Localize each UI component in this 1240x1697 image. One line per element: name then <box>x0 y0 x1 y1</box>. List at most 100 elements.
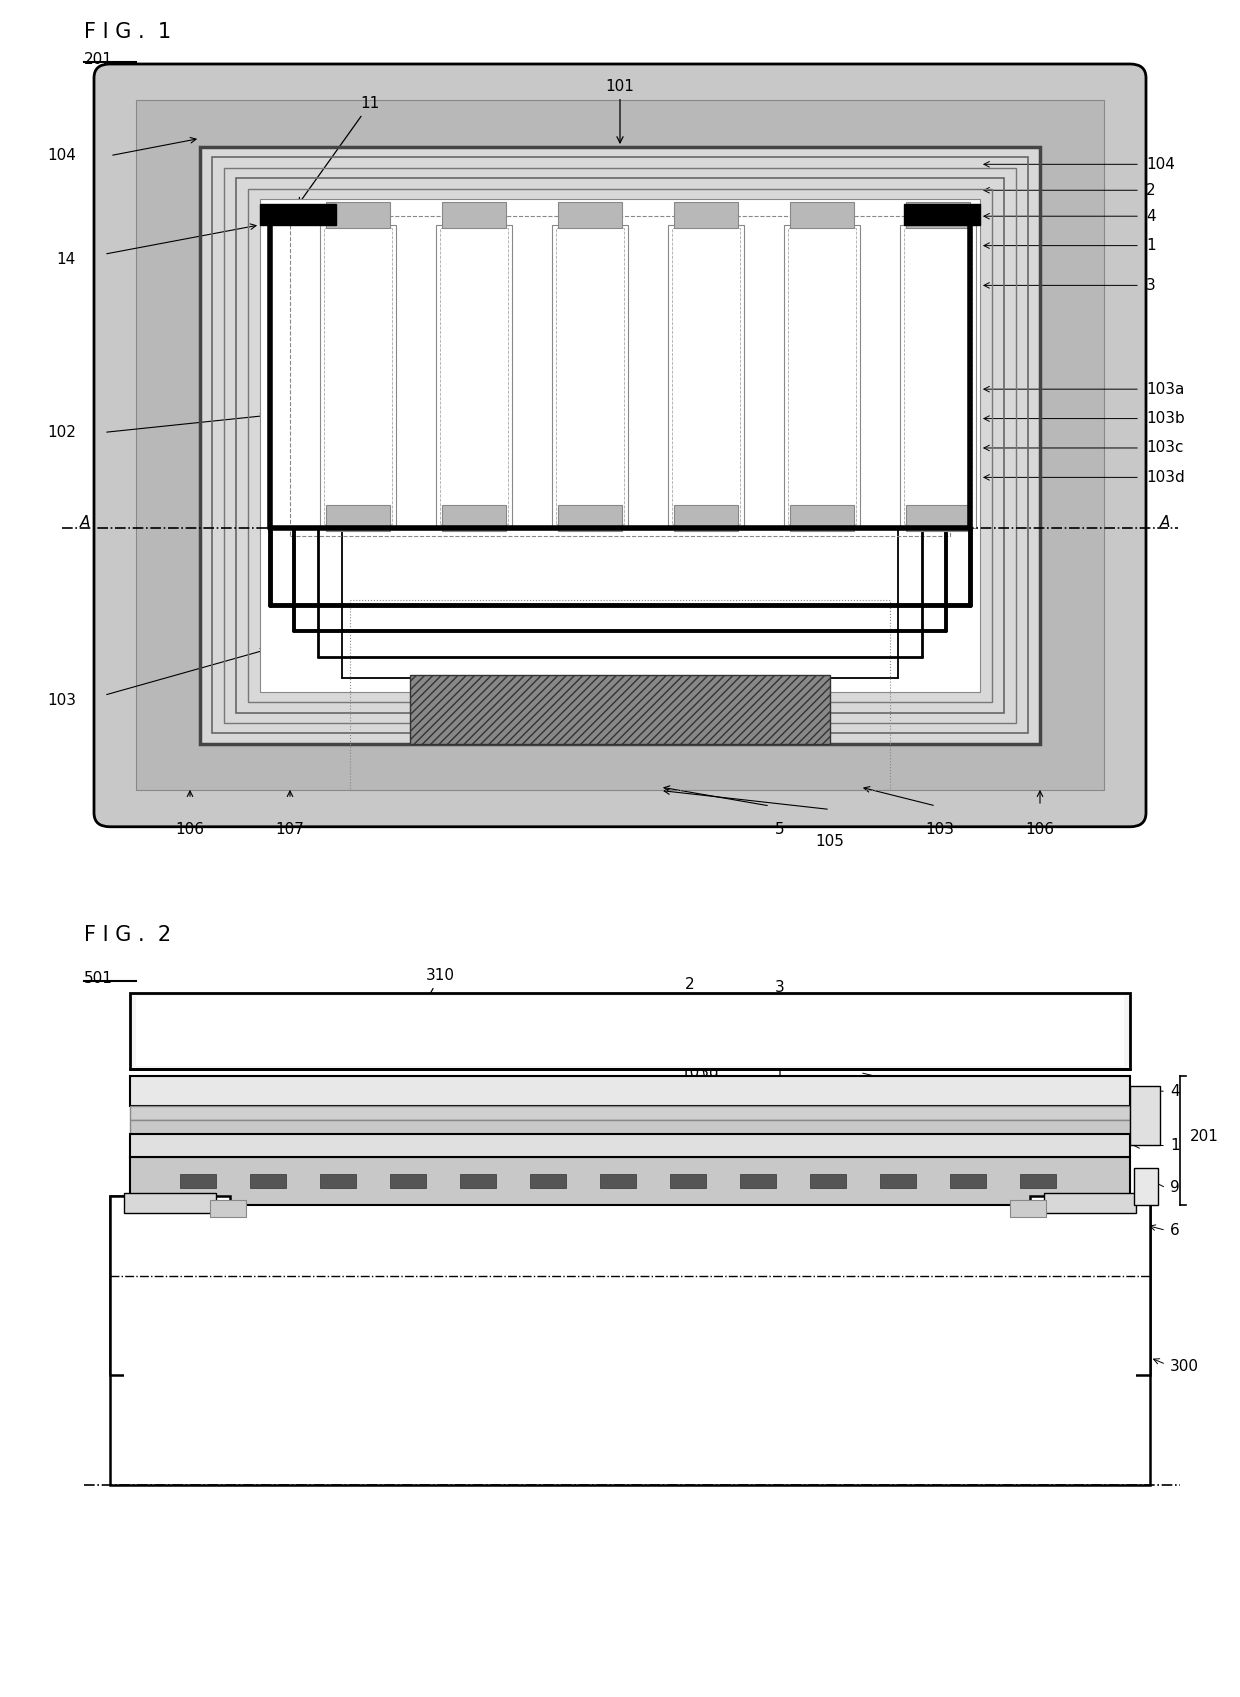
Bar <box>436 224 512 528</box>
Bar <box>552 224 627 528</box>
Bar <box>130 1134 1130 1157</box>
Text: 103b: 103b <box>653 1106 693 1120</box>
Text: 14: 14 <box>57 251 76 266</box>
Bar <box>441 506 506 531</box>
Text: F I G .  2: F I G . 2 <box>84 925 171 945</box>
Bar <box>110 1196 229 1375</box>
Bar <box>136 100 1104 791</box>
Bar <box>320 224 396 528</box>
Bar <box>130 1106 1130 1120</box>
Bar <box>326 506 391 531</box>
Text: 106: 106 <box>176 821 205 837</box>
Bar <box>130 1076 1130 1106</box>
Text: 1: 1 <box>1171 1139 1179 1152</box>
Bar <box>441 202 506 229</box>
Bar <box>675 202 738 229</box>
Bar <box>880 1174 916 1188</box>
Bar <box>200 148 1040 743</box>
Bar <box>906 202 970 229</box>
Text: 11: 11 <box>299 97 379 204</box>
Bar <box>600 1174 636 1188</box>
Bar <box>529 1174 565 1188</box>
Bar <box>130 1157 1130 1205</box>
Text: A: A <box>1159 514 1171 529</box>
Bar <box>1011 1200 1047 1217</box>
Text: 9: 9 <box>1171 1181 1179 1195</box>
Bar <box>790 202 854 229</box>
Text: 2: 2 <box>1146 183 1156 199</box>
Text: 103a: 103a <box>1146 382 1184 397</box>
Bar <box>320 1174 356 1188</box>
Bar <box>350 601 890 791</box>
Bar <box>556 229 624 524</box>
Bar <box>900 224 976 528</box>
Bar <box>790 506 854 531</box>
Bar <box>236 178 1004 713</box>
Bar <box>675 506 738 531</box>
Bar <box>224 168 1016 723</box>
Text: 103a: 103a <box>711 1127 749 1140</box>
Text: 103d: 103d <box>680 1066 719 1079</box>
Text: 103: 103 <box>47 692 76 708</box>
Text: 1: 1 <box>1146 238 1156 253</box>
Bar <box>250 1174 286 1188</box>
Bar <box>672 229 740 524</box>
Text: 104: 104 <box>1146 156 1174 171</box>
Text: 2: 2 <box>686 977 712 1110</box>
Bar <box>950 1174 986 1188</box>
Text: 201: 201 <box>84 53 113 66</box>
Bar <box>460 1174 496 1188</box>
Bar <box>784 224 861 528</box>
Bar <box>212 158 1028 733</box>
Bar <box>248 188 992 703</box>
Text: 105: 105 <box>816 833 844 848</box>
Bar <box>324 229 392 524</box>
Text: 104: 104 <box>47 148 76 163</box>
Text: 5: 5 <box>775 821 785 837</box>
Text: 3: 3 <box>775 981 785 1123</box>
Bar <box>670 1174 706 1188</box>
Bar <box>1044 1193 1136 1213</box>
Text: A: A <box>79 514 91 529</box>
Bar <box>260 199 980 692</box>
Text: 300: 300 <box>1171 1359 1199 1373</box>
Text: 103d: 103d <box>1146 470 1184 485</box>
Bar <box>1135 1168 1158 1205</box>
Text: 101: 101 <box>605 80 635 143</box>
Bar <box>1021 1174 1056 1188</box>
Text: F I G .  1: F I G . 1 <box>84 22 171 42</box>
Bar <box>210 1200 246 1217</box>
Text: 102: 102 <box>190 1308 218 1322</box>
Bar <box>906 506 970 531</box>
Text: 501: 501 <box>84 971 113 986</box>
Bar <box>391 1174 427 1188</box>
Text: 103b: 103b <box>1146 411 1184 426</box>
Bar <box>124 1193 216 1213</box>
Bar <box>787 229 856 524</box>
Text: 4: 4 <box>1146 209 1156 224</box>
Text: 103: 103 <box>925 821 955 837</box>
Text: 106: 106 <box>1025 821 1054 837</box>
Bar <box>290 216 950 536</box>
Text: 101: 101 <box>305 1308 335 1322</box>
Bar <box>180 1174 216 1188</box>
Bar <box>740 1174 776 1188</box>
Text: 4: 4 <box>1171 1084 1179 1098</box>
Text: 107: 107 <box>275 821 305 837</box>
Bar <box>904 229 972 524</box>
Bar <box>1030 1196 1149 1375</box>
Bar <box>124 1210 1136 1473</box>
Bar <box>1130 1086 1159 1145</box>
Bar <box>558 506 622 531</box>
Bar <box>200 148 1040 743</box>
Bar <box>326 202 391 229</box>
Text: 102: 102 <box>47 424 76 440</box>
Bar <box>130 1120 1130 1134</box>
Bar <box>130 993 1130 1069</box>
Text: 6: 6 <box>1171 1224 1179 1237</box>
FancyBboxPatch shape <box>94 64 1146 826</box>
Bar <box>410 675 830 743</box>
Bar <box>110 1196 1149 1485</box>
Bar <box>440 229 508 524</box>
Bar <box>904 204 980 224</box>
